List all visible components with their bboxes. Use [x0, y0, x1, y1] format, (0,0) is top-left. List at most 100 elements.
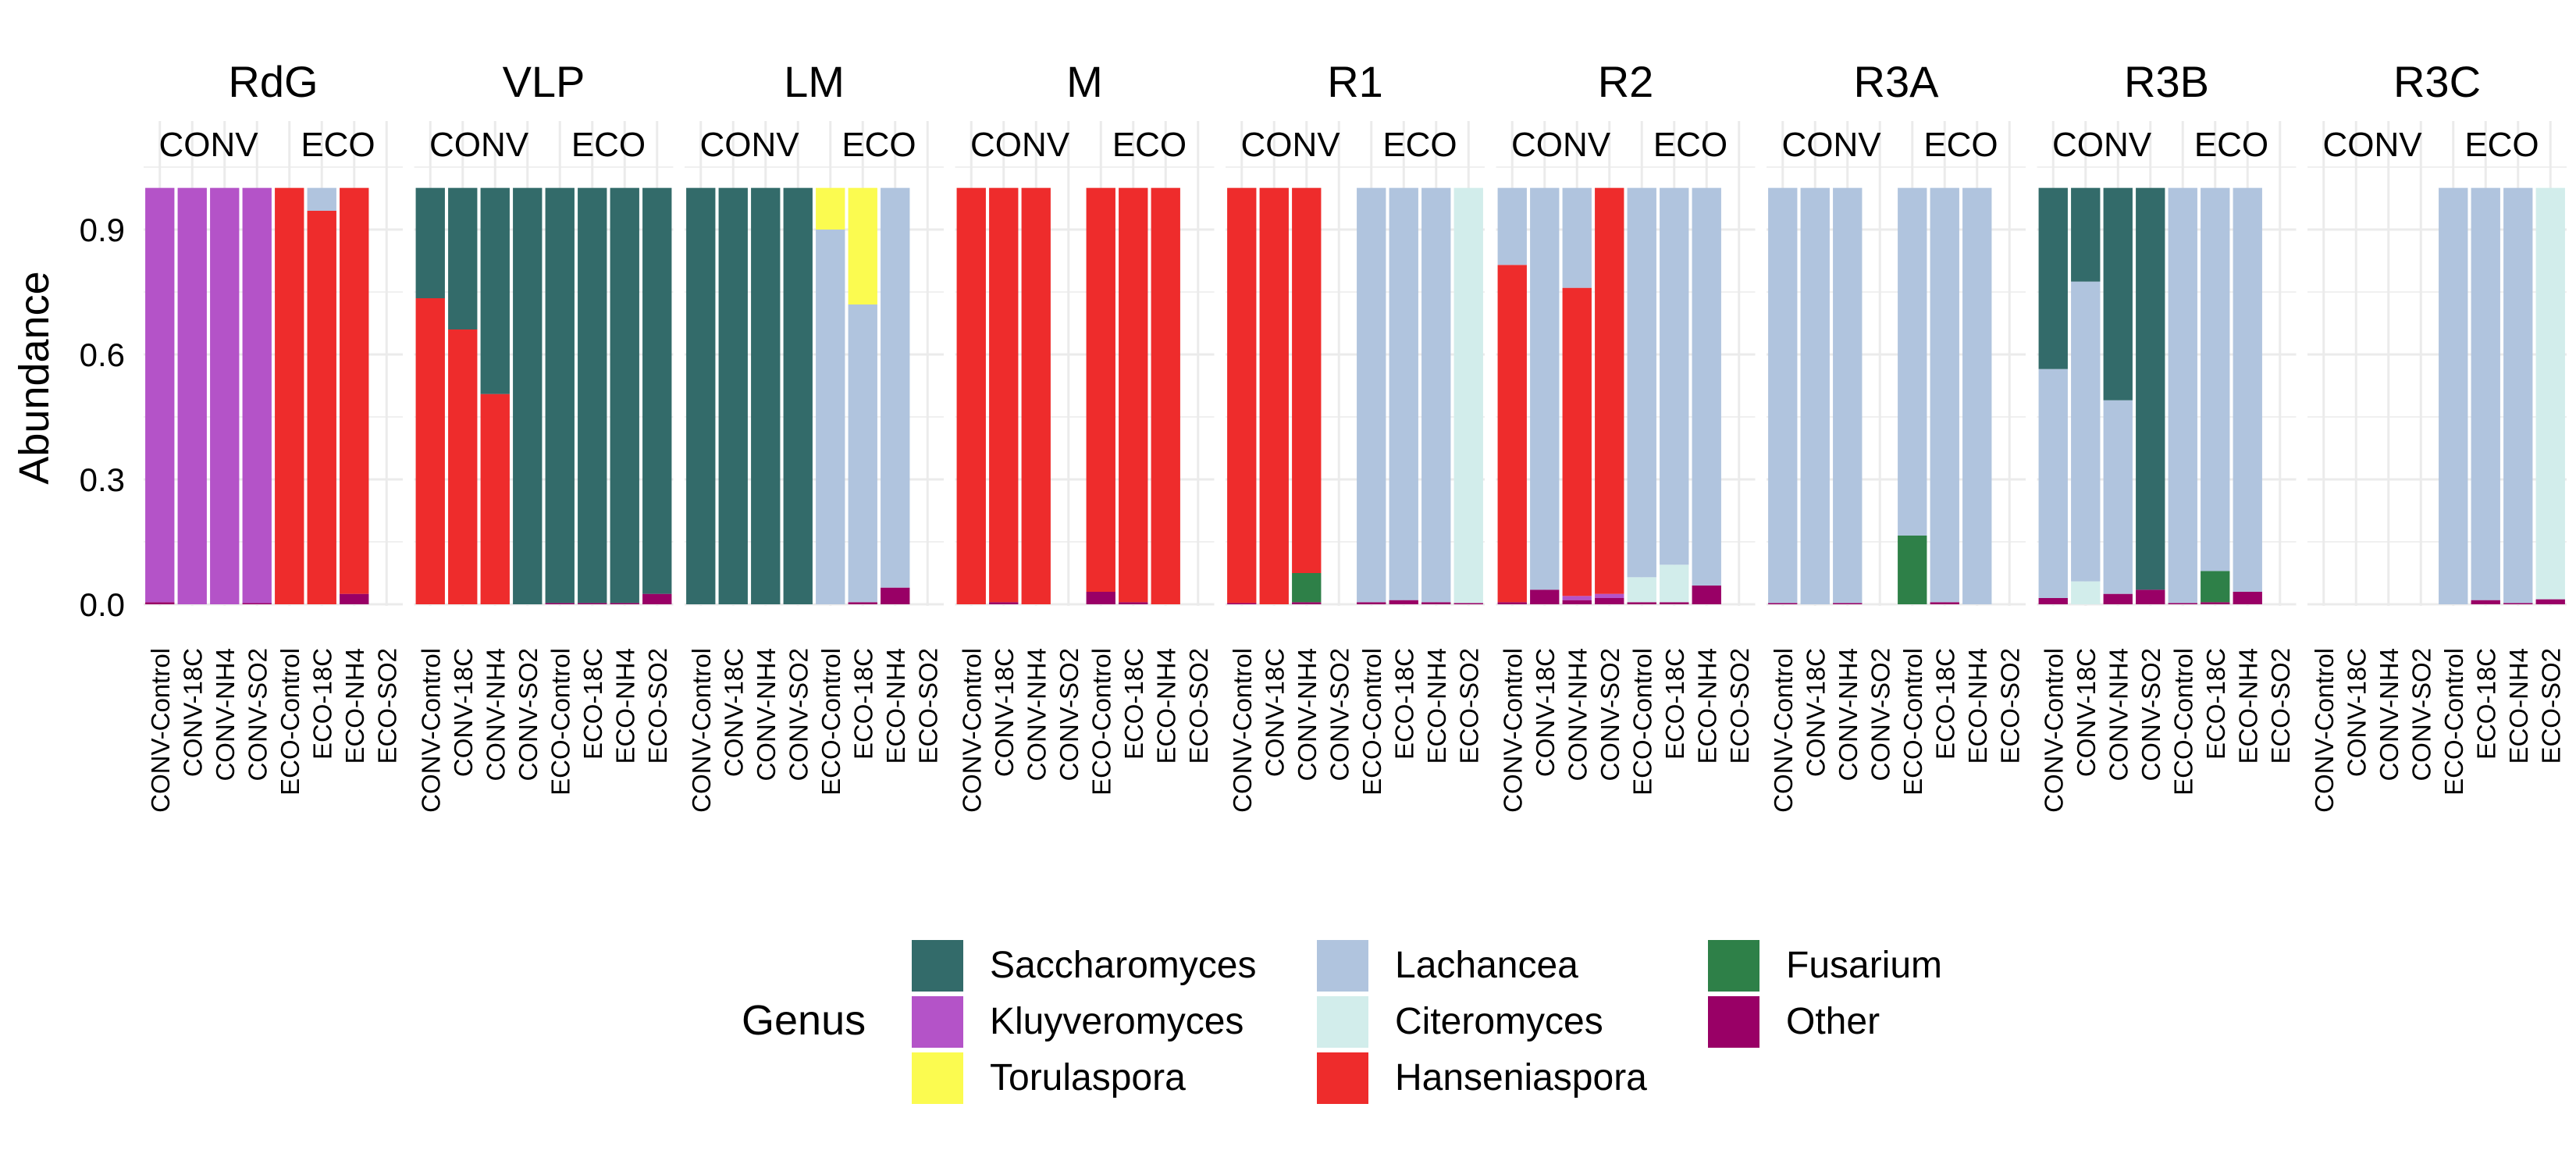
x-tick-label: CONV-Control — [1498, 648, 1527, 813]
bar-segment-other — [1389, 600, 1418, 604]
x-tick-label: CONV-18C — [449, 648, 478, 777]
bar-segment-other — [881, 587, 910, 604]
x-tick-label: ECO-SO2 — [372, 648, 401, 764]
x-tick-label: ECO-NH4 — [1692, 648, 1721, 764]
bar-conv-control — [686, 187, 716, 604]
x-tick-labels: CONV-Control CONV-18C CONV-NH4 CONV-SO2 ECO-… — [957, 648, 1213, 813]
legend-swatch — [1317, 940, 1368, 992]
x-tick-label: ECO-18C — [849, 648, 877, 760]
bar-segment-other — [1292, 602, 1322, 604]
bar-eco-18c — [307, 187, 336, 604]
bar-segment-lachancea — [2471, 187, 2500, 600]
x-tick-label: CONV-SO2 — [1325, 648, 1354, 782]
bar-eco-18c — [578, 187, 607, 604]
bar-eco-control — [275, 187, 304, 604]
group-label-conv: CONV — [1781, 126, 1881, 164]
bar-segment-lachancea — [1833, 187, 1863, 604]
bar-segment-other — [2168, 603, 2197, 604]
bar-segment-other — [2535, 599, 2565, 604]
x-tick-label: ECO-NH4 — [1151, 648, 1180, 764]
bar-eco-control — [1357, 187, 1386, 604]
legend-title: Genus — [742, 997, 866, 1044]
bar-segment-fusarium — [2201, 571, 2230, 603]
panel-title: R1 — [1327, 57, 1383, 106]
legend-label: Kluyveromyces — [990, 1001, 1244, 1042]
bar-segment-lachancea — [2439, 187, 2468, 604]
bar-segment-lachancea — [1660, 187, 1689, 565]
x-tick-label: CONV-18C — [1531, 648, 1560, 777]
bar-segment-hanseniaspora — [307, 211, 336, 604]
x-tick-labels: CONV-Control CONV-18C CONV-NH4 CONV-SO2 ECO-… — [687, 648, 943, 813]
panel-title: VLP — [503, 57, 585, 106]
bar-conv-18c — [718, 187, 748, 604]
bar-conv-18c — [1530, 187, 1560, 604]
bar-segment-lachancea — [816, 230, 845, 604]
bar-conv-control — [2038, 187, 2068, 604]
x-tick-label: CONV-SO2 — [514, 648, 543, 782]
bar-segment-saccharomyces — [2071, 187, 2101, 282]
group-label-eco: ECO — [1653, 126, 1727, 164]
x-tick-label: CONV-SO2 — [2407, 648, 2435, 782]
bar-segment-saccharomyces — [686, 187, 716, 604]
legend-swatch — [1317, 996, 1368, 1048]
bar-segment-saccharomyces — [2103, 187, 2133, 401]
group-label-eco: ECO — [1112, 126, 1187, 164]
bar-segment-saccharomyces — [448, 187, 478, 329]
bar-segment-saccharomyces — [718, 187, 748, 604]
bar-segment-lachancea — [1627, 187, 1656, 578]
x-tick-label: CONV-Control — [957, 648, 986, 813]
bar-segment-hanseniaspora — [1151, 187, 1180, 604]
legend-swatch — [912, 996, 963, 1048]
x-tick-labels: CONV-Control CONV-18C CONV-NH4 CONV-SO2 ECO-… — [1228, 648, 1484, 813]
panel-title: R3C — [2393, 57, 2481, 106]
x-tick-label: CONV-Control — [687, 648, 716, 813]
bar-segment-other — [848, 602, 877, 604]
bar-conv-so2 — [1595, 187, 1624, 604]
bar-segment-other — [1660, 602, 1689, 604]
x-tick-label: CONV-SO2 — [1596, 648, 1624, 782]
legend-label: Hanseniaspora — [1395, 1057, 1647, 1098]
bar-conv-so2 — [2136, 187, 2165, 604]
bar-conv-nh4 — [480, 187, 510, 604]
bar-eco-nh4 — [1692, 187, 1721, 604]
bar-eco-nh4 — [881, 187, 910, 604]
bar-conv-control — [1497, 187, 1527, 604]
x-tick-label: CONV-NH4 — [752, 648, 781, 782]
bar-segment-lachancea — [1768, 187, 1798, 604]
bar-eco-so2 — [642, 187, 672, 604]
bar-segment-hanseniaspora — [1119, 187, 1148, 603]
x-tick-label: CONV-18C — [719, 648, 748, 777]
bar-segment-citeromyces — [2535, 187, 2565, 600]
legend-item-lachancea: Lachancea — [1317, 940, 1578, 992]
bar-segment-other — [1453, 603, 1483, 604]
bar-eco-18c — [1930, 187, 1959, 604]
bar-conv-nh4 — [1021, 187, 1051, 604]
bar-eco-control — [1627, 187, 1656, 604]
bar-conv-nh4 — [2103, 187, 2133, 604]
x-tick-label: CONV-NH4 — [2104, 648, 2133, 782]
bar-segment-citeromyces — [1660, 564, 1689, 603]
panel-bars — [1497, 187, 1721, 604]
bar-conv-so2 — [513, 187, 543, 604]
bar-segment-other — [1692, 586, 1721, 604]
x-tick-label: ECO-NH4 — [881, 648, 910, 764]
x-tick-label: CONV-Control — [416, 648, 445, 813]
panel-bars — [145, 187, 369, 604]
bar-segment-citeromyces — [1453, 187, 1483, 604]
panel-bars — [2038, 187, 2262, 604]
x-tick-label: ECO-Control — [1628, 648, 1656, 796]
bar-eco-18c — [2471, 187, 2500, 604]
bar-segment-hanseniaspora — [1562, 287, 1592, 596]
bar-segment-other — [242, 603, 272, 604]
x-tick-label: CONV-NH4 — [1022, 648, 1051, 782]
panel-r3a: R3A CONV ECO CONV-Control CONV-18C CONV-NH4 CO… — [1767, 57, 2026, 813]
bar-segment-kluyveromyces — [242, 187, 272, 604]
bar-segment-hanseniaspora — [340, 187, 369, 594]
bar-conv-nh4 — [1833, 187, 1863, 604]
y-tick-label: 0.3 — [80, 461, 125, 498]
bar-segment-lachancea — [1530, 187, 1560, 590]
bar-segment-saccharomyces — [513, 187, 543, 604]
bar-segment-other — [610, 603, 639, 604]
x-tick-label: ECO-SO2 — [2536, 648, 2565, 764]
bar-conv-control — [145, 187, 175, 604]
